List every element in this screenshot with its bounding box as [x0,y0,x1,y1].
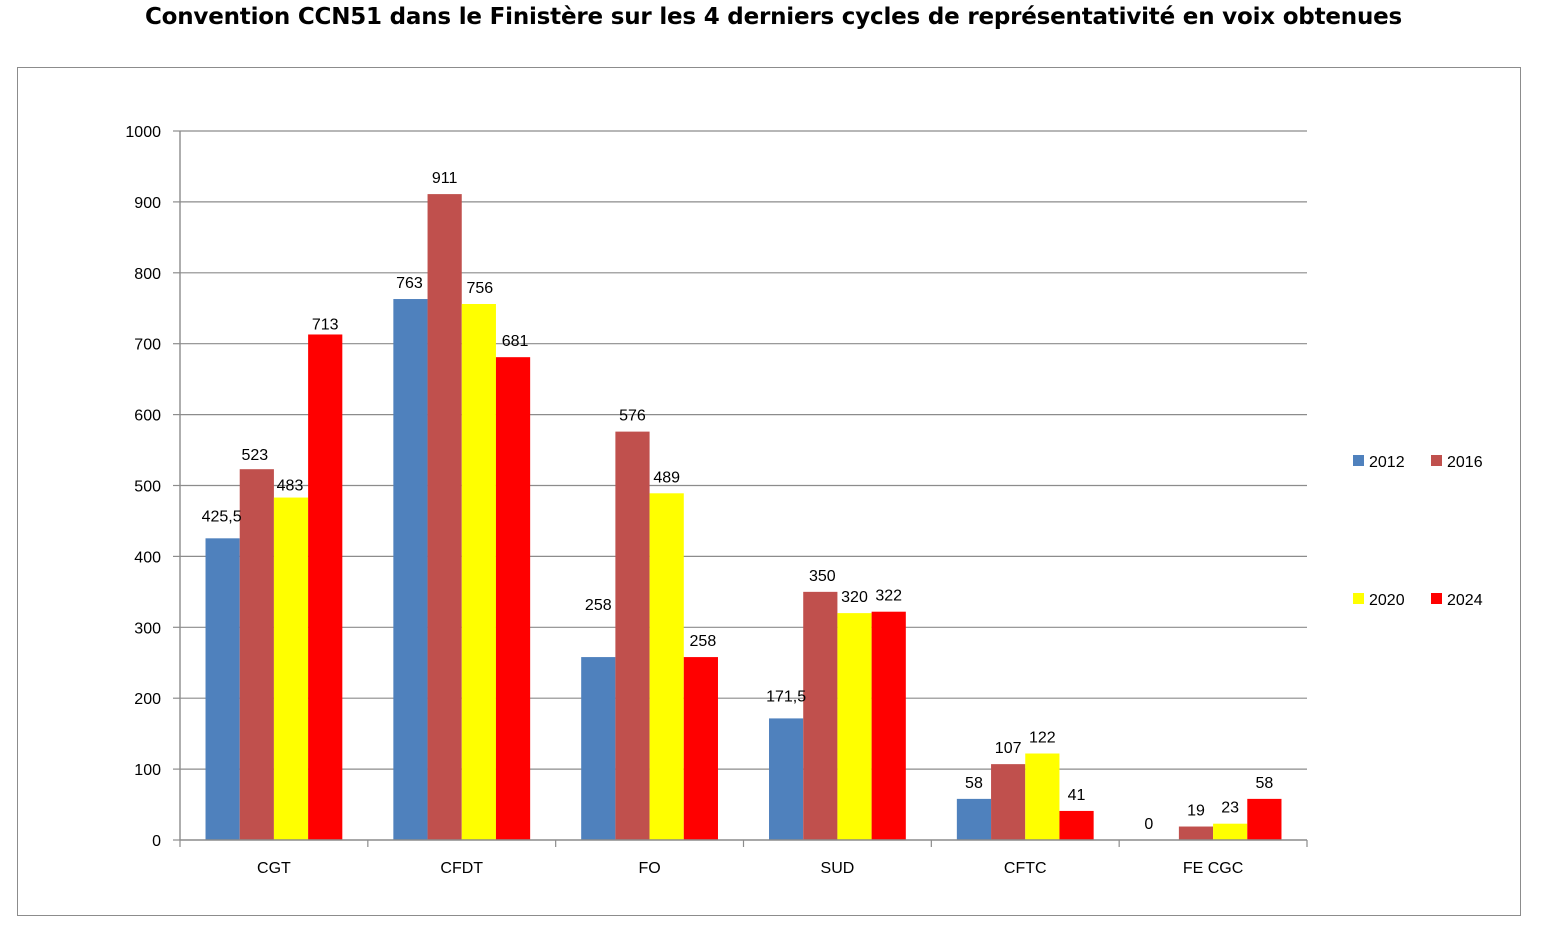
bar-cftc-2012 [956,798,992,840]
legend-swatch-2016 [1431,455,1442,466]
bar-sud-2012 [769,718,804,840]
data-label: 681 [502,333,529,350]
y-tick-label: 800 [134,266,161,283]
x-tick-label: SUD [821,860,855,877]
chart-title: Convention CCN51 dans le Finistère sur l… [144,4,1403,30]
y-tick-label: 1000 [125,124,161,141]
data-label: 489 [653,469,680,486]
y-tick-label: 300 [134,620,161,637]
data-label: 756 [466,280,493,297]
legend-swatch-2020 [1353,593,1364,604]
bar-fo-2020 [649,493,684,840]
data-label: 483 [277,478,304,495]
bar-fe-cgc-2016 [1178,826,1214,840]
y-tick-label: 200 [134,691,161,708]
bar-cgt-2016 [239,469,274,840]
data-label: 713 [312,316,339,333]
axes: 0 100 200 300 400 500 600 700 800 900 1000 CGT CFDT F… [125,124,1308,877]
data-label: 171,5 [766,688,806,705]
bar-cftc-2020 [1025,753,1060,840]
x-tick-label: FO [638,860,660,877]
legend: 2012 2016 2020 2024 [1353,454,1483,609]
data-labels: 425,5 523 483 713 763 911 756 681 258 576 489 258 17… [202,170,1274,833]
legend-label-2016: 2016 [1447,454,1483,471]
legend-swatch-2012 [1353,455,1364,466]
legend-label-2020: 2020 [1369,592,1405,609]
data-label: 23 [1221,800,1239,817]
data-label: 0 [1144,816,1153,833]
bar-fe-cgc-2020 [1213,823,1248,840]
bar-fo-2012 [581,657,616,840]
bar-cgt-2024 [308,334,343,840]
data-label: 19 [1187,803,1205,820]
bars [205,194,1282,841]
data-label: 41 [1068,787,1086,804]
bar-cfdt-2012 [393,299,428,841]
y-tick-label: 0 [152,833,161,850]
data-label: 911 [432,170,458,187]
data-label: 523 [241,447,268,464]
data-label: 58 [1255,775,1273,792]
data-label: 107 [995,740,1022,757]
data-label: 576 [619,408,646,425]
bar-cgt-2012 [205,538,240,840]
bar-cftc-2024 [1059,810,1094,840]
data-label: 350 [809,568,836,585]
legend-label-2012: 2012 [1369,454,1405,471]
bar-fo-2016 [615,431,650,840]
bar-cfdt-2020 [461,303,496,841]
y-tick-label: 900 [134,195,161,212]
y-tick-label: 100 [134,762,161,779]
gridlines [180,130,1307,770]
data-label: 258 [690,633,717,650]
y-tick-label: 500 [134,479,161,496]
bar-fe-cgc-2024 [1247,798,1282,840]
data-label: 258 [585,597,612,614]
bar-cfdt-2016 [427,194,462,840]
x-tick-label: FE CGC [1183,860,1243,877]
x-tick-label: CGT [257,860,291,877]
bar-sud-2020 [837,613,872,840]
x-tick-label: CFDT [440,860,483,877]
data-label: 58 [965,775,983,792]
bar-sud-2016 [803,591,838,840]
data-label: 122 [1029,730,1056,747]
bar-cftc-2016 [991,764,1026,840]
y-tick-label: 600 [134,408,161,425]
legend-swatch-2024 [1431,593,1442,604]
bar-cfdt-2024 [495,357,531,840]
y-tick-label: 700 [134,337,161,354]
data-label: 322 [875,588,902,605]
legend-label-2024: 2024 [1447,592,1483,609]
data-label: 425,5 [202,508,242,525]
bar-cgt-2020 [273,497,309,840]
bar-fo-2024 [683,657,718,840]
y-tick-label: 400 [134,549,161,566]
bar-sud-2024 [871,611,906,840]
data-label: 763 [396,275,423,292]
x-tick-label: CFTC [1004,860,1047,877]
data-label: 320 [841,589,868,606]
